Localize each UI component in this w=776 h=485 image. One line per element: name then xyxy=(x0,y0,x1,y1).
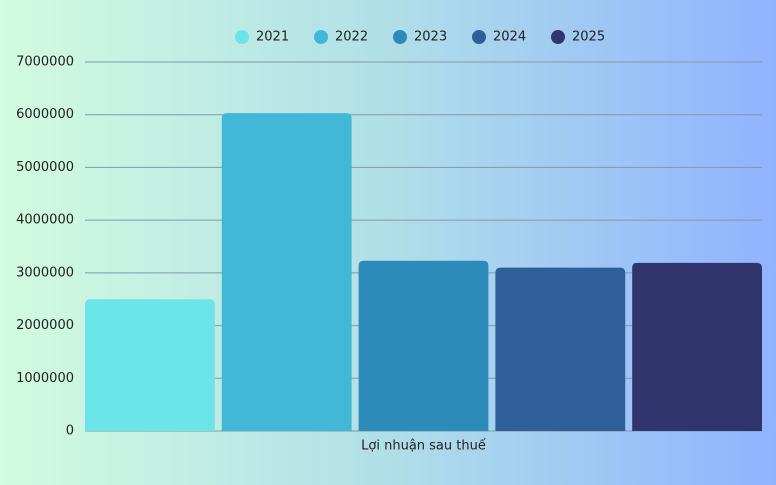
legend-label[interactable]: 2021 xyxy=(256,30,289,45)
bar xyxy=(358,260,489,431)
y-tick-label: 0 xyxy=(66,424,74,439)
bar xyxy=(632,262,762,431)
y-tick-label: 6000000 xyxy=(16,107,74,122)
y-tick-label: 5000000 xyxy=(16,160,74,175)
legend-marker[interactable] xyxy=(551,30,565,44)
legend-marker[interactable] xyxy=(393,30,407,44)
legend-label[interactable]: 2024 xyxy=(493,30,526,45)
y-tick-label: 4000000 xyxy=(16,213,74,228)
bar xyxy=(495,267,626,431)
y-tick-label: 7000000 xyxy=(16,55,74,70)
y-tick-label: 1000000 xyxy=(16,371,74,386)
y-tick-label: 2000000 xyxy=(16,318,74,333)
legend-label[interactable]: 2022 xyxy=(335,30,368,45)
legend-label[interactable]: 2025 xyxy=(572,30,605,45)
legend-marker[interactable] xyxy=(235,30,249,44)
y-tick-label: 3000000 xyxy=(16,265,74,280)
bar xyxy=(85,299,215,431)
legend-label[interactable]: 2023 xyxy=(414,30,447,45)
bar xyxy=(221,113,352,431)
legend-marker[interactable] xyxy=(472,30,486,44)
legend-marker[interactable] xyxy=(314,30,328,44)
x-tick-label: Lợi nhuận sau thuế xyxy=(361,439,486,454)
